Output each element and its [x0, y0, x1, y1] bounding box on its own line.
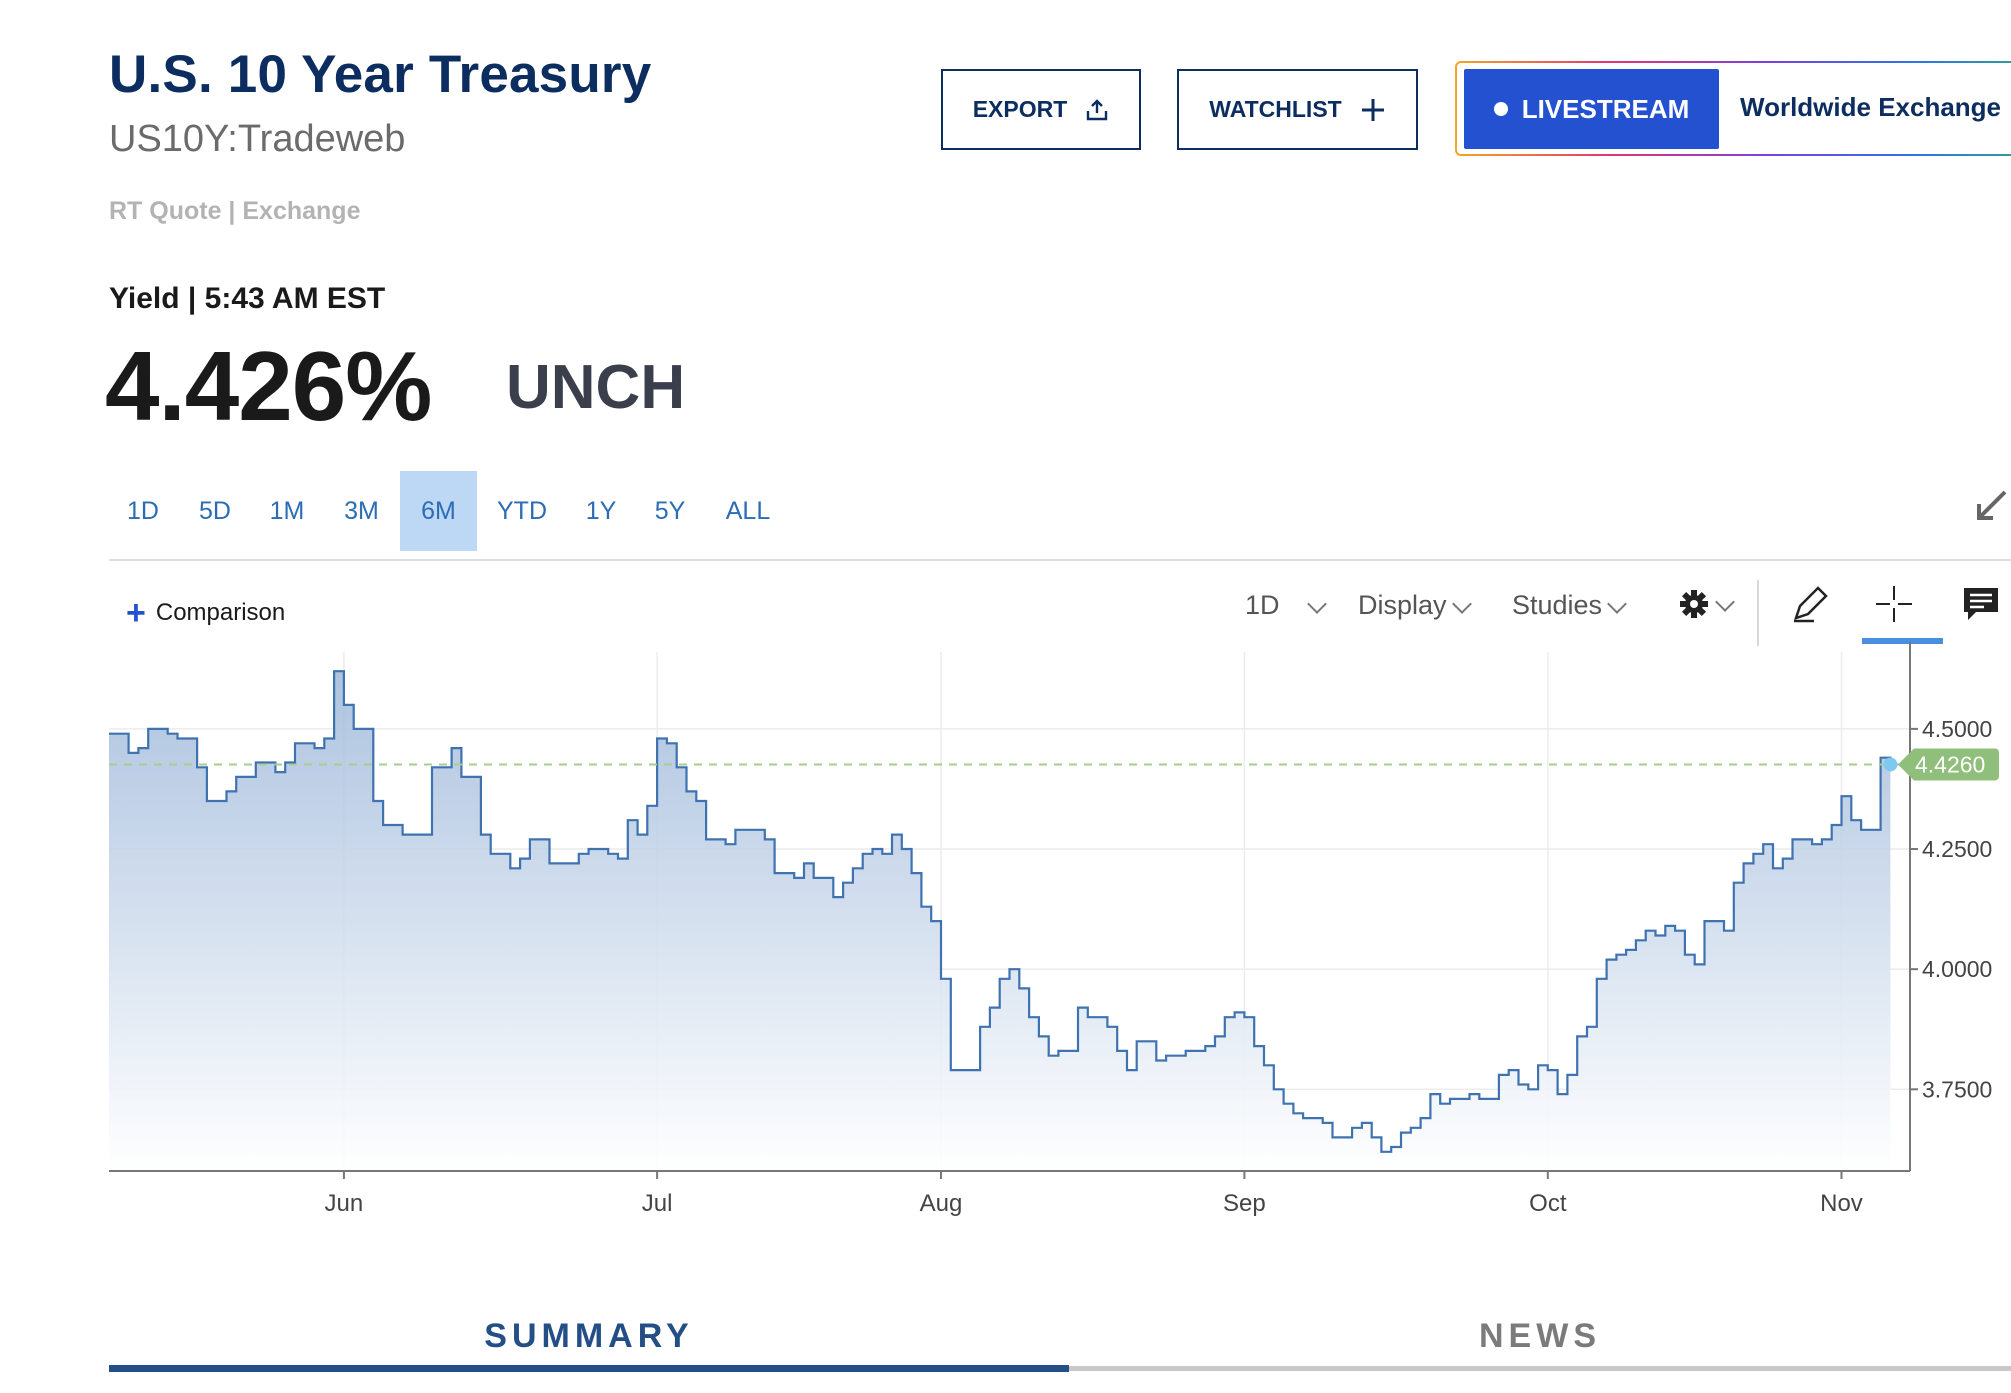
plus-icon	[1361, 98, 1384, 121]
livestream-label: LIVESTREAM	[1521, 93, 1690, 124]
x-tick-label: Jun	[325, 1190, 364, 1217]
current-value-label: 4.4260	[1915, 751, 1985, 777]
price-change: UNCH	[506, 353, 686, 422]
y-tick-label: 4.5000	[1922, 716, 1992, 742]
x-tick-label: Oct	[1529, 1190, 1567, 1217]
x-tick-label: Sep	[1223, 1190, 1266, 1217]
export-button[interactable]: EXPORT	[941, 69, 1141, 150]
pencil-icon[interactable]	[1790, 584, 1830, 624]
symbol-label: US10Y:Tradeweb	[109, 118, 406, 160]
chevron-down-icon	[1607, 593, 1627, 614]
range-1m[interactable]: 1M	[269, 496, 305, 525]
active-tool-indicator	[1862, 638, 1943, 644]
studies-dropdown[interactable]: Studies	[1512, 590, 1627, 621]
interval-label: 1D	[1245, 590, 1280, 620]
tab-summary-underline	[109, 1365, 1069, 1372]
range-5d[interactable]: 5D	[199, 496, 231, 525]
watchlist-label: WATCHLIST	[1209, 96, 1342, 122]
gear-icon	[1680, 590, 1708, 618]
range-1y[interactable]: 1Y	[585, 496, 617, 525]
yield-line	[109, 670, 1892, 1153]
range-1d[interactable]: 1D	[127, 496, 159, 525]
comment-icon[interactable]	[1962, 586, 2002, 622]
page-title: U.S. 10 Year Treasury	[109, 45, 652, 104]
quote-type-label: RT Quote | Exchange	[109, 197, 361, 225]
y-tick-label: 3.7500	[1922, 1076, 1992, 1102]
range-3m[interactable]: 3M	[344, 496, 379, 525]
tab-news[interactable]: NEWS	[1479, 1316, 1601, 1355]
watchlist-button[interactable]: WATCHLIST	[1177, 69, 1418, 150]
livestream-button[interactable]: LIVESTREAM	[1464, 69, 1719, 149]
display-dropdown[interactable]: Display	[1358, 590, 1472, 621]
x-tick-label: Aug	[920, 1190, 963, 1217]
comparison-button[interactable]: + Comparison	[126, 596, 285, 630]
range-ytd[interactable]: YTD	[497, 496, 547, 525]
range-5y[interactable]: 5Y	[654, 496, 686, 525]
chevron-down-icon	[1451, 593, 1472, 614]
chevron-down-icon	[1306, 593, 1327, 614]
comparison-label: Comparison	[155, 599, 286, 626]
yield-area	[109, 671, 1891, 1171]
export-label: EXPORT	[972, 96, 1068, 122]
y-tick-label: 4.2500	[1922, 836, 1992, 862]
yield-timestamp: Yield | 5:43 AM EST	[109, 282, 386, 315]
y-tick-label: 4.0000	[1922, 956, 1992, 982]
plus-icon: +	[126, 594, 146, 632]
range-6m[interactable]: 6M	[400, 471, 477, 551]
current-value-badge	[1898, 748, 1999, 781]
yield-chart[interactable]: 4.5000 4.2500 4.0000 3.7500 Jun Jul Aug Sep Oct…	[0, 640, 2011, 1240]
toolbar-divider	[1757, 580, 1759, 646]
x-tick-label: Nov	[1820, 1190, 1863, 1217]
display-label: Display	[1358, 590, 1447, 620]
live-dot-icon	[1493, 102, 1508, 116]
share-icon	[1087, 98, 1108, 120]
range-all[interactable]: ALL	[725, 496, 771, 525]
chevron-down-icon	[1715, 592, 1735, 612]
x-tick-label: Jul	[642, 1190, 673, 1217]
studies-label: Studies	[1512, 590, 1603, 620]
expand-icon[interactable]	[1975, 480, 2011, 524]
tab-news-underline	[1069, 1366, 2011, 1371]
settings-dropdown[interactable]	[1678, 588, 1735, 620]
range-divider	[109, 559, 2011, 561]
interval-dropdown[interactable]: 1D	[1245, 590, 1327, 621]
current-point	[1883, 757, 1898, 772]
crosshair-icon[interactable]	[1874, 584, 1914, 624]
last-price: 4.426%	[105, 331, 432, 441]
tab-summary[interactable]: SUMMARY	[484, 1316, 694, 1355]
live-channel-name[interactable]: Worldwide Exchange	[1740, 92, 2002, 122]
